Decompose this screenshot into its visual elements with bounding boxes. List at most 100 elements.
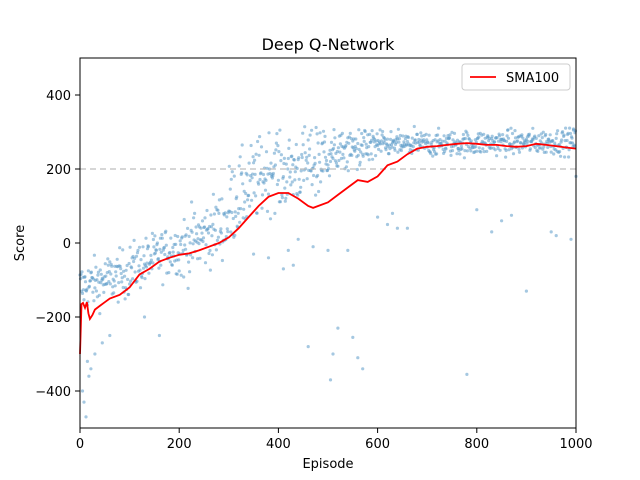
- scatter-point: [280, 196, 284, 200]
- scatter-point: [266, 192, 271, 196]
- scatter-point: [144, 236, 148, 240]
- scatter-point: [536, 149, 540, 153]
- scatter-point: [528, 147, 533, 151]
- scatter-point: [235, 195, 239, 199]
- scatter-point: [383, 138, 387, 142]
- scatter-point: [241, 182, 245, 186]
- scatter-point: [88, 279, 92, 283]
- scatter-point: [259, 171, 263, 175]
- scatter-point: [133, 270, 137, 274]
- scatter-point: [142, 254, 146, 258]
- scatter-point: [214, 205, 218, 209]
- scatter-point: [360, 131, 364, 136]
- scatter-point: [178, 239, 182, 243]
- scatter-point: [264, 150, 269, 154]
- scatter-point: [265, 166, 269, 170]
- scatter-point: [316, 141, 320, 145]
- scatter-point: [328, 159, 333, 164]
- scatter-point: [276, 144, 280, 148]
- scatter-point: [250, 176, 254, 180]
- scatter-point: [137, 264, 141, 268]
- scatter-point: [260, 193, 265, 197]
- scatter-point: [323, 134, 327, 138]
- scatter-point: [485, 149, 489, 153]
- scatter-point: [89, 367, 93, 371]
- scatter-point: [227, 164, 231, 168]
- scatter-point: [540, 136, 544, 140]
- scatter-point: [390, 211, 395, 215]
- scatter-point: [201, 236, 206, 240]
- scatter-point: [171, 250, 175, 254]
- scatter-point: [311, 245, 315, 249]
- scatter-point: [106, 257, 110, 261]
- scatter-point: [296, 193, 300, 197]
- scatter-point: [137, 245, 142, 249]
- scatter-point: [356, 141, 360, 146]
- scatter-point: [377, 147, 381, 151]
- scatter-point: [98, 312, 102, 316]
- scatter-point: [152, 245, 156, 249]
- scatter-point: [389, 130, 393, 134]
- scatter-point: [450, 130, 454, 134]
- scatter-point: [290, 180, 294, 184]
- scatter-point: [122, 269, 126, 273]
- scatter-point: [129, 279, 133, 283]
- scatter-point: [200, 231, 204, 235]
- scatter-point: [280, 193, 284, 197]
- scatter-point: [252, 191, 256, 195]
- scatter-point: [287, 146, 291, 150]
- scatter-point: [399, 148, 403, 153]
- scatter-point: [228, 187, 232, 191]
- scatter-point: [83, 275, 87, 279]
- scatter-point: [316, 173, 320, 178]
- scatter-point: [197, 242, 201, 246]
- scatter-point: [283, 186, 287, 190]
- scatter-point: [463, 149, 467, 153]
- scatter-point: [415, 132, 419, 136]
- scatter-point: [322, 150, 326, 154]
- scatter-point: [154, 248, 158, 252]
- scatter-point: [570, 136, 574, 140]
- scatter-point: [96, 273, 100, 277]
- scatter-point: [370, 129, 374, 133]
- scatter-point: [251, 155, 255, 159]
- scatter-point: [417, 140, 421, 144]
- scatter-point: [126, 277, 130, 281]
- scatter-point: [252, 161, 256, 165]
- scatter-point: [366, 153, 370, 157]
- scatter-point: [151, 237, 155, 242]
- scatter-point: [143, 277, 147, 281]
- scatter-point: [426, 141, 430, 145]
- scatter-point: [558, 150, 562, 154]
- scatter-point: [141, 245, 145, 249]
- scatter-point: [156, 257, 160, 261]
- scatter-point: [438, 138, 442, 142]
- scatter-point: [568, 131, 573, 136]
- scatter-point: [183, 243, 187, 247]
- scatter-point: [146, 245, 150, 249]
- scatter-point: [200, 219, 205, 223]
- scatter-point: [284, 162, 288, 166]
- scatter-point: [283, 199, 287, 203]
- scatter-point: [375, 132, 379, 136]
- x-tick-label: 600: [365, 437, 390, 452]
- scatter-point: [112, 279, 116, 283]
- scatter-point: [379, 142, 383, 146]
- scatter-point: [208, 248, 212, 253]
- scatter-point: [437, 126, 441, 130]
- scatter-point: [554, 234, 558, 238]
- scatter-point: [144, 265, 149, 269]
- scatter-point: [347, 141, 351, 145]
- scatter-point: [353, 149, 357, 153]
- scatter-point: [356, 153, 360, 157]
- scatter-point: [360, 143, 364, 147]
- scatter-point: [136, 248, 140, 252]
- scatter-point: [505, 139, 509, 143]
- scatter-point: [357, 147, 361, 152]
- scatter-point: [333, 136, 337, 140]
- scatter-point: [257, 182, 261, 186]
- scatter-point: [99, 281, 103, 285]
- scatter-point: [135, 279, 139, 283]
- scatter-point: [263, 188, 268, 192]
- scatter-point: [274, 141, 278, 145]
